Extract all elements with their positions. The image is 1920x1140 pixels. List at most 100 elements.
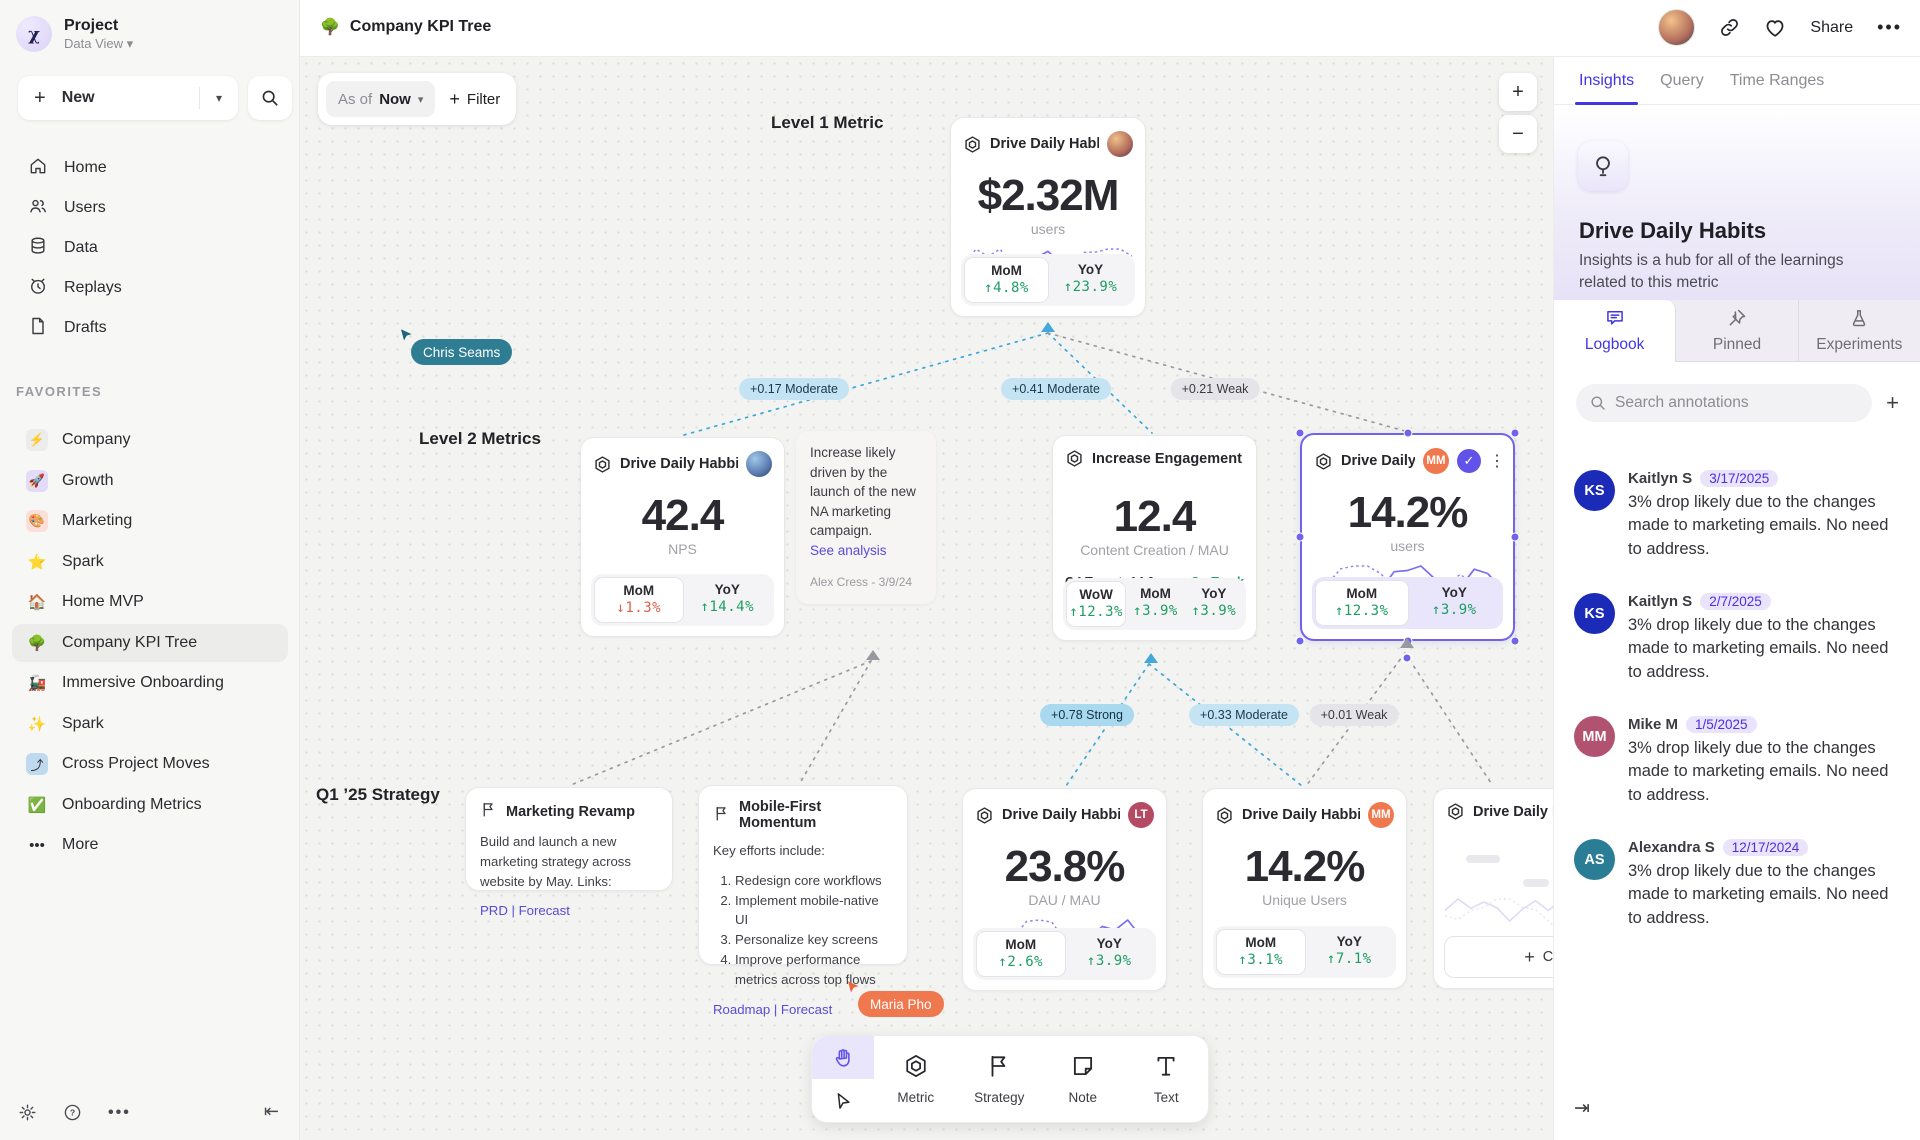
favorite-emoji-icon: 🎨 (26, 510, 48, 532)
workspace-selector[interactable]: Data View ▾ (64, 35, 134, 51)
card-menu-icon[interactable]: ⋮ (1489, 453, 1505, 470)
strategy-links[interactable]: Roadmap | Forecast (713, 1001, 833, 1017)
sidebar-more-icon[interactable]: ••• (108, 1103, 131, 1121)
owner-initials-badge[interactable]: LT (1128, 802, 1154, 828)
subtab-logbook[interactable]: Logbook (1554, 300, 1677, 362)
hand-tool-button[interactable] (812, 1036, 874, 1079)
doc-emoji-icon: 🌳 (320, 19, 340, 36)
metric-card[interactable]: Drive Daily Habb.. MM ✓ ⋮ 14.2%users MoM↑12.3… (1300, 433, 1515, 641)
strategy-card[interactable]: Marketing Revamp Build and launch a new m… (465, 787, 673, 918)
svg-text:?: ? (70, 1108, 75, 1118)
sidebar-item-cross-project-moves[interactable]: ⤴ Cross Project Moves (12, 745, 288, 783)
cursor-arrow-icon (848, 981, 859, 993)
collapse-sidebar-icon[interactable]: ⇤ (263, 1101, 279, 1121)
kpi-tree-canvas[interactable]: As of Now ▾ + Filter + − Level 1 Metric … (300, 57, 1553, 1140)
lightbulb-icon (1578, 141, 1628, 191)
stat-mom: MoM ↑3.1% (1216, 929, 1306, 975)
tab-query[interactable]: Query (1660, 71, 1704, 89)
annotation-item[interactable]: KS Kaitlyn S 3/17/2025 3% drop likely due t… (1574, 470, 1904, 561)
user-avatar[interactable] (1658, 9, 1696, 46)
tab-time-ranges[interactable]: Time Ranges (1729, 71, 1825, 89)
zoom-out-button[interactable]: − (1499, 115, 1537, 153)
annotation-item[interactable]: MM Mike M 1/5/2025 3% drop likely due to th… (1574, 716, 1904, 807)
sidebar-item-home-mvp[interactable]: 🏠 Home MVP (27, 593, 144, 611)
sidebar-search-button[interactable] (248, 76, 292, 120)
selection-handle[interactable] (1403, 428, 1412, 438)
sidebar-item-marketing[interactable]: 🎨 Marketing (12, 502, 288, 540)
strategy-links[interactable]: PRD | Forecast (480, 903, 570, 919)
annotation-author: Alexandra S (1628, 839, 1715, 856)
stat-mom: MoM ↑2.6% (976, 931, 1066, 977)
strategy-card[interactable]: Mobile-First Momentum Key efforts include… (698, 785, 908, 1017)
owner-avatar[interactable] (746, 451, 772, 477)
strategy-tool-button[interactable]: Strategy (958, 1036, 1042, 1122)
note-tool-button[interactable]: Note (1041, 1036, 1125, 1122)
sidebar-item-onboarding-metrics[interactable]: ✅ Onboarding Metrics (27, 795, 202, 814)
favorite-emoji-icon: ✅ (27, 796, 47, 814)
settings-gear-icon[interactable] (18, 1103, 37, 1122)
collapse-panel-icon[interactable]: ⇥ (1574, 1098, 1590, 1119)
note-text: Increase likely driven by the launch of … (810, 445, 916, 539)
sidebar-item-growth[interactable]: 🚀 Growth (12, 462, 288, 500)
as-of-dropdown[interactable]: As of Now ▾ (326, 81, 436, 117)
sidebar-item-company[interactable]: ⚡ Company (12, 421, 288, 459)
tab-insights[interactable]: Insights (1574, 57, 1639, 105)
owner-avatar[interactable] (1107, 131, 1133, 157)
search-annotations-input[interactable]: Search annotations (1576, 384, 1873, 422)
connect-button[interactable]: +Connect (1444, 936, 1553, 978)
copy-link-icon[interactable] (1719, 17, 1740, 38)
sidebar-item-users[interactable]: Users (16, 190, 284, 226)
metric-title: Drive Daily Habbits (990, 136, 1099, 152)
subtab-experiments[interactable]: Experiments (1798, 300, 1920, 362)
selection-handle[interactable] (1295, 428, 1305, 438)
sidebar-item-spark[interactable]: ⭐ Spark (27, 552, 104, 571)
sidebar-item-home[interactable]: Home (16, 150, 284, 186)
zoom-in-button[interactable]: + (1499, 73, 1537, 111)
connector-dot[interactable] (1401, 652, 1413, 664)
see-analysis-link[interactable]: See analysis (810, 542, 887, 558)
add-annotation-button[interactable]: + (1886, 390, 1899, 415)
selection-handle[interactable] (1295, 636, 1305, 646)
select-tool-button[interactable] (812, 1079, 874, 1122)
favorite-heart-icon[interactable] (1764, 17, 1786, 39)
owner-initials-badge[interactable]: MM (1368, 802, 1394, 828)
owner-initials-badge[interactable]: MM (1423, 448, 1449, 474)
selection-handle[interactable] (1510, 636, 1520, 646)
annotation-item[interactable]: AS Alexandra S 12/17/2024 3% drop likely du… (1574, 839, 1904, 930)
sidebar-item-replays[interactable]: Replays (16, 270, 284, 306)
new-dropdown-chevron-icon[interactable]: ▾ (215, 91, 223, 105)
ghost-metric-card[interactable]: Drive Daily Hab +Connect (1433, 788, 1553, 989)
sidebar-item-drafts[interactable]: Drafts (16, 310, 284, 346)
sidebar-item-more[interactable]: ••• More (12, 826, 288, 864)
selection-handle[interactable] (1510, 428, 1520, 438)
selection-handle[interactable] (1510, 532, 1520, 542)
new-button[interactable]: + New ▾ (18, 76, 238, 120)
sidebar-item-spark[interactable]: ✨ Spark (27, 714, 104, 733)
level-2-label: Level 2 Metrics (419, 429, 541, 448)
selection-handle[interactable] (1295, 532, 1305, 542)
sidebar-item-company-kpi-tree[interactable]: 🌳 Company KPI Tree (12, 623, 288, 662)
help-icon[interactable]: ? (63, 1103, 82, 1122)
share-button[interactable]: Share (1810, 18, 1854, 36)
topbar: 🌳 Company KPI Tree Share ••• (300, 0, 1920, 57)
text-tool-button[interactable]: Text (1125, 1036, 1209, 1122)
plus-icon: + (1524, 946, 1535, 967)
annotation-item[interactable]: KS Kaitlyn S 2/7/2025 3% drop likely due to… (1574, 593, 1904, 684)
sidebar-item-data[interactable]: Data (16, 230, 284, 266)
project-switcher[interactable]: χ Project Data View ▾ (16, 16, 133, 52)
subtab-pinned[interactable]: Pinned (1676, 300, 1799, 362)
add-filter-button[interactable]: + Filter (449, 88, 501, 109)
metric-tool-button[interactable]: Metric (874, 1036, 958, 1122)
sidebar-item-immersive-onboarding[interactable]: 🚂 Immersive Onboarding (27, 674, 224, 692)
edge-correlation-label: +0.01 Weak (1309, 704, 1399, 726)
metric-value: 12.4 (1113, 492, 1197, 541)
metric-card[interactable]: Increase Engagement 12.4 Content Creation … (1052, 435, 1257, 641)
more-options-icon[interactable]: ••• (1877, 17, 1902, 37)
home-icon (28, 156, 48, 181)
hand-icon (835, 1048, 850, 1067)
note-card[interactable]: Increase likely driven by the launch of … (796, 431, 936, 604)
